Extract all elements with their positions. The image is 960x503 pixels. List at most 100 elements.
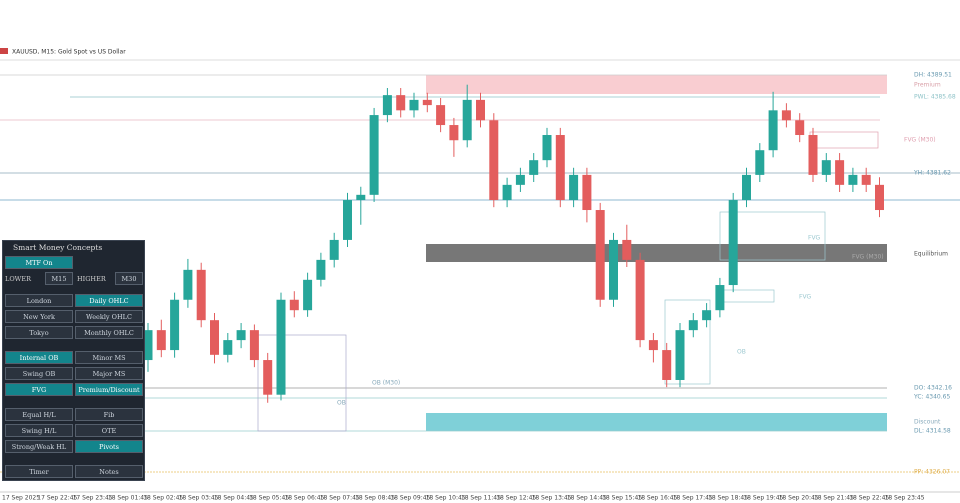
candle-body xyxy=(569,174,579,201)
equilibrium-zone xyxy=(426,244,887,262)
level-label: DO: 4342.16 xyxy=(914,385,952,392)
x-tick-label: 17 Sep 2025 xyxy=(2,495,40,502)
candle-body xyxy=(170,299,180,351)
candle-body xyxy=(848,174,858,185)
candle-body xyxy=(436,105,446,126)
candle-body xyxy=(715,285,725,311)
zone-label: FVG xyxy=(799,294,812,301)
x-tick-label: 18 Sep 18:45 xyxy=(708,495,748,502)
panel-button[interactable]: New York xyxy=(5,310,73,323)
candle-body xyxy=(635,259,645,341)
candle-body xyxy=(409,99,419,111)
candle-body xyxy=(489,120,499,201)
candle-body xyxy=(662,350,672,380)
candle-body xyxy=(768,110,778,151)
higher-select[interactable]: M30 xyxy=(115,272,143,285)
panel-button[interactable]: Swing H/L xyxy=(5,424,73,437)
panel-button[interactable]: Major MS xyxy=(75,367,143,380)
zone-label: OB xyxy=(337,400,346,407)
candle-body xyxy=(555,135,565,201)
level-label: Premium xyxy=(914,82,941,89)
candle-body xyxy=(449,125,459,141)
panel-button[interactable]: Minor MS xyxy=(75,351,143,364)
level-lines xyxy=(0,74,960,473)
zone-label: OB (M30) xyxy=(372,380,400,387)
fvg-box xyxy=(809,131,879,149)
panel-button[interactable]: Equal H/L xyxy=(5,408,73,421)
candle-body xyxy=(382,95,392,116)
candle-body xyxy=(476,99,485,121)
panel-button[interactable]: Timer xyxy=(5,465,73,478)
candle-body xyxy=(582,174,592,211)
panel-button[interactable]: Internal OB xyxy=(5,351,73,364)
candle-body xyxy=(808,135,818,175)
candle-body xyxy=(595,210,605,300)
level-label: DH: 4389.51 xyxy=(914,72,952,79)
discount-zone xyxy=(426,413,887,431)
candle-body xyxy=(210,320,219,355)
panel-button[interactable]: Pivots xyxy=(75,440,143,453)
panel-button[interactable]: Strong/Weak HL xyxy=(5,440,73,453)
candle-body xyxy=(728,200,738,286)
x-tick-label: 18 Sep 08:45 xyxy=(355,495,395,502)
panel-button[interactable]: Notes xyxy=(75,465,143,478)
chart-title: XAUUSD, M15: Gold Spot vs US Dollar xyxy=(12,49,126,56)
panel-button[interactable]: Daily OHLC xyxy=(75,294,143,307)
candle-body xyxy=(462,99,472,141)
panel-button[interactable]: OTE xyxy=(75,424,143,437)
level-label: DL: 4314.58 xyxy=(914,428,951,435)
x-tick-label: 18 Sep 03:45 xyxy=(179,495,219,502)
panel-button[interactable]: Tokyo xyxy=(5,326,73,339)
candle-body xyxy=(369,115,379,195)
candle-body xyxy=(329,239,339,260)
candle-body xyxy=(502,184,512,201)
panel-button[interactable]: London xyxy=(5,294,73,307)
candle-body xyxy=(702,310,712,321)
candle-body xyxy=(196,269,206,321)
candle-body xyxy=(648,340,658,351)
candle-body xyxy=(276,299,286,395)
zone-label: FVG (M30) xyxy=(852,254,884,261)
candle-body xyxy=(875,184,884,211)
panel-button[interactable]: Premium/Discount xyxy=(75,383,143,396)
panel-button[interactable]: Monthly OHLC xyxy=(75,326,143,339)
panel-title: Smart Money Concepts xyxy=(13,243,103,252)
panel-button[interactable]: Swing OB xyxy=(5,367,73,380)
candle-body xyxy=(223,340,233,355)
panel-button[interactable]: Weekly OHLC xyxy=(75,310,143,323)
x-tick-label: 18 Sep 06:45 xyxy=(284,495,324,502)
higher-label: HIGHER xyxy=(77,275,106,283)
fvg-box xyxy=(719,289,775,303)
lower-select[interactable]: M15 xyxy=(45,272,73,285)
ob-box xyxy=(257,334,347,432)
x-tick-label: 18 Sep 09:45 xyxy=(390,495,430,502)
zone-label: OB xyxy=(737,349,746,356)
level-labels: DH: 4389.51 Premium PWL: 4385.68 FVG (M3… xyxy=(337,72,956,476)
x-tick-label: 17 Sep 22:45 xyxy=(37,495,77,502)
x-tick-label: 18 Sep 07:45 xyxy=(320,495,360,502)
panel-button[interactable]: FVG xyxy=(5,383,73,396)
x-tick-label: 18 Sep 15:45 xyxy=(602,495,642,502)
flag-icon xyxy=(0,48,8,54)
x-tick-label: 18 Sep 23:45 xyxy=(885,495,925,502)
candle-body xyxy=(356,194,366,201)
mtf-button[interactable]: MTF On xyxy=(5,256,73,269)
candle-body xyxy=(821,160,831,175)
panel-button[interactable]: Fib xyxy=(75,408,143,421)
x-tick-label: 18 Sep 11:45 xyxy=(461,495,501,502)
candle-body xyxy=(316,259,326,280)
x-tick-label: 18 Sep 17:45 xyxy=(673,495,713,502)
lower-label: LOWER xyxy=(5,275,31,283)
x-tick-label: 18 Sep 04:45 xyxy=(214,495,254,502)
level-label: YC: 4340.65 xyxy=(913,394,950,401)
candle-body xyxy=(529,160,539,175)
candle-body xyxy=(236,330,246,341)
x-tick-label: 17 Sep 23:45 xyxy=(73,495,113,502)
candle-body xyxy=(515,174,525,185)
candle-body xyxy=(156,330,166,351)
candle-body xyxy=(249,330,259,361)
candle-body xyxy=(835,160,845,185)
candle-body xyxy=(542,135,552,161)
